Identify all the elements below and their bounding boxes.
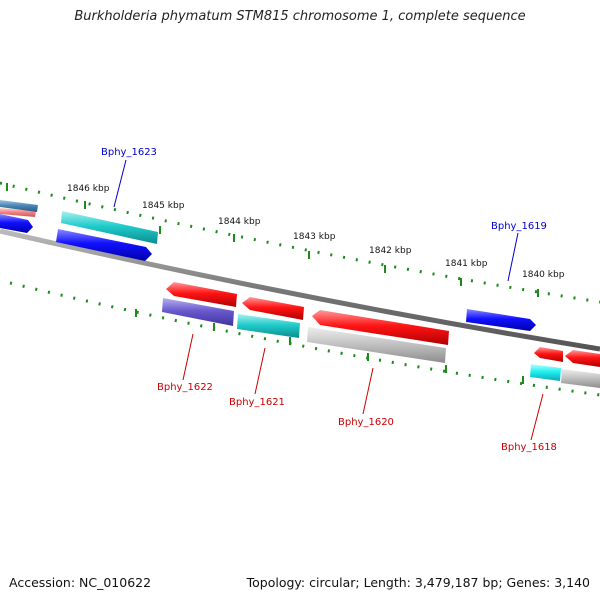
leader-bphy-1620: [362, 367, 374, 415]
gene-bphy-1621-arrow: [242, 297, 304, 320]
gene-bphy-1623-arrow: [56, 229, 152, 261]
scale-label-1845: 1845 kbp: [142, 201, 185, 211]
gene-bphy-1618-cyan: [530, 364, 561, 381]
label-bphy-1620: Bphy_1620: [338, 417, 394, 428]
gene-labels: Bphy_1623 Bphy_1619 Bphy_1622 Bphy_1621 …: [101, 147, 557, 453]
scale-label-1844: 1844 kbp: [218, 217, 261, 227]
genome-backbone: [0, 228, 600, 352]
label-bphy-1623: Bphy_1623: [101, 147, 157, 158]
gene-bphy-1618-arrow: [534, 347, 563, 362]
major-ticks: [6, 183, 539, 384]
leader-lines: [113, 159, 544, 441]
leader-bphy-1623: [113, 159, 127, 208]
inner-tick-ring: [9, 281, 600, 397]
gene-bphy-1619-arrow: [466, 309, 536, 331]
gene-bphy-1620-arrow: [312, 310, 449, 345]
gene-bphy-1620-gray: [307, 327, 446, 363]
gene-bphy-1618-arrow-2: [565, 350, 600, 367]
gene-bphy-1622-purple: [162, 298, 234, 326]
feature-left-blue-arrow: [0, 214, 33, 233]
scale-label-1841: 1841 kbp: [445, 259, 488, 269]
leader-bphy-1619: [507, 232, 519, 282]
scale-label-1843: 1843 kbp: [293, 232, 336, 242]
scale-labels: 1846 kbp 1845 kbp 1844 kbp 1843 kbp 1842…: [67, 184, 565, 280]
reverse-features: [162, 282, 600, 388]
leader-bphy-1618: [530, 393, 544, 441]
scale-label-1840: 1840 kbp: [522, 270, 565, 280]
gene-bphy-1623-cyan: [61, 211, 158, 244]
label-bphy-1622: Bphy_1622: [157, 382, 213, 393]
label-bphy-1619: Bphy_1619: [491, 221, 547, 232]
forward-features: [0, 200, 536, 331]
scale-label-1842: 1842 kbp: [369, 246, 412, 256]
leader-bphy-1621: [254, 347, 266, 395]
gene-bphy-1621-cyan: [237, 314, 300, 338]
map-title: Burkholderia phymatum STM815 chromosome …: [74, 9, 526, 24]
label-bphy-1621: Bphy_1621: [229, 397, 285, 408]
accession-text: Accession: NC_010622: [9, 575, 152, 590]
feature-left-steel: [0, 200, 38, 212]
gene-bphy-1618-gray: [561, 369, 600, 388]
leader-bphy-1622: [182, 333, 194, 381]
scale-label-1846: 1846 kbp: [67, 184, 110, 194]
gene-bphy-1622-arrow: [166, 282, 237, 307]
label-bphy-1618: Bphy_1618: [501, 442, 557, 453]
topology-summary: Topology: circular; Length: 3,479,187 bp…: [246, 575, 590, 590]
